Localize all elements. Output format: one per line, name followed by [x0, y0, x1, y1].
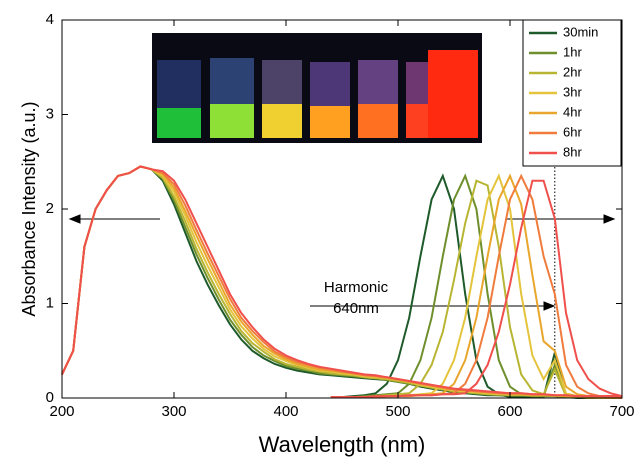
- emission-line: [330, 179, 623, 399]
- legend-label: 8hr: [563, 144, 582, 159]
- x-tick-label: 500: [385, 403, 410, 420]
- absorbance-line: [61, 165, 622, 398]
- x-tick-label: 200: [49, 403, 74, 420]
- x-tick-label: 600: [497, 403, 522, 420]
- x-tick-label: 300: [161, 403, 186, 420]
- legend-label: 6hr: [563, 124, 582, 139]
- legend-label: 3hr: [563, 84, 582, 99]
- y-tick-label: 0: [46, 389, 54, 406]
- annotation: 640nm: [333, 300, 379, 317]
- legend-label: 2hr: [563, 64, 582, 79]
- y-tick-label: 1: [46, 294, 54, 311]
- annotation: Harmonic: [324, 279, 389, 296]
- x-tick-label: 700: [609, 403, 634, 420]
- x-tick-label: 400: [273, 403, 298, 420]
- y-tick-label: 2: [46, 200, 54, 217]
- legend-label: 1hr: [563, 44, 582, 59]
- y-tick-label: 4: [46, 11, 54, 28]
- y-axis-label: Absorbance Intensity (a.u.): [19, 101, 39, 316]
- legend-label: 30min: [563, 24, 598, 39]
- y-tick-label: 3: [46, 105, 54, 122]
- x-axis-label: Wavelength (nm): [259, 432, 426, 457]
- inset-photo: [152, 33, 482, 143]
- legend-label: 4hr: [563, 104, 582, 119]
